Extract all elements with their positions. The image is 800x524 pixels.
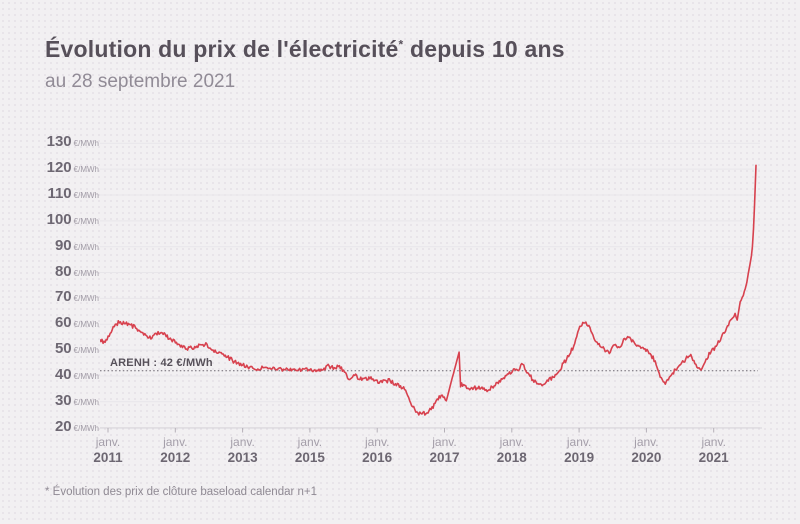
x-tick-month: janv.: [634, 435, 659, 449]
y-tick-unit: €/MWh: [73, 371, 99, 381]
page-title: Évolution du prix de l'électricité* depu…: [45, 36, 565, 63]
y-axis-label-90: 90 €/MWh: [27, 237, 99, 254]
y-axis-label-110: 110 €/MWh: [27, 185, 99, 202]
price-series-line: [100, 164, 757, 416]
x-tick-month: janv.: [95, 435, 121, 449]
price-line-chart: [100, 142, 762, 433]
y-tick-unit: €/MWh: [73, 242, 99, 252]
x-tick-month: janv.: [432, 435, 457, 449]
x-axis-label-2017: janv. 2017: [413, 435, 477, 465]
x-tick-year: 2016: [362, 449, 393, 465]
x-tick-year: 2012: [160, 449, 191, 465]
y-axis-label-130: 130 €/MWh: [27, 133, 99, 150]
y-axis-label-100: 100 €/MWh: [27, 211, 99, 228]
y-axis-label-80: 80 €/MWh: [27, 263, 99, 280]
x-tick-year: 2019: [564, 449, 595, 465]
x-tick-year: 2020: [631, 449, 662, 465]
y-tick-value: 90: [54, 236, 72, 254]
x-axis-label-2011: janv. 2011: [76, 435, 140, 465]
y-tick-value: 60: [54, 314, 72, 332]
x-tick-year: 2015: [294, 449, 325, 465]
x-axis-label-2012: janv. 2012: [143, 435, 207, 465]
x-axis-label-2021: janv. 2021: [682, 435, 746, 465]
y-tick-unit: €/MWh: [73, 216, 99, 226]
footnote: * Évolution des prix de clôture baseload…: [45, 486, 318, 498]
x-tick-year: 2013: [227, 449, 258, 465]
y-axis-label-30: 30 €/MWh: [27, 392, 99, 409]
y-axis-label-120: 120 €/MWh: [27, 159, 99, 176]
y-tick-unit: €/MWh: [73, 191, 99, 200]
y-tick-value: 40: [54, 365, 72, 383]
y-axis-label-20: 20 €/MWh: [27, 418, 99, 435]
title-suffix: depuis 10 ans: [403, 36, 565, 62]
x-axis-label-2020: janv. 2020: [614, 435, 678, 465]
x-tick-month: janv.: [230, 435, 255, 449]
x-tick-year: 2021: [698, 449, 729, 465]
x-tick-month: janv.: [701, 435, 726, 449]
arenh-annotation-label: ARENH : 42 €/MWh: [110, 357, 213, 369]
y-tick-unit: €/MWh: [73, 268, 99, 278]
y-tick-unit: €/MWh: [73, 294, 99, 304]
y-tick-unit: €/MWh: [73, 397, 99, 407]
x-tick-month: janv.: [566, 435, 592, 449]
x-axis-label-2019: janv. 2019: [547, 435, 611, 465]
y-axis-label-70: 70 €/MWh: [27, 288, 99, 305]
y-tick-unit: €/MWh: [73, 423, 99, 433]
title-asterisk: *: [398, 37, 404, 52]
y-tick-unit: €/MWh: [73, 346, 99, 356]
x-axis-label-2016: janv. 2016: [345, 435, 409, 465]
title-main: Évolution du prix de l'électricité: [45, 36, 399, 62]
x-axis-label-2013: janv. 2013: [211, 435, 275, 465]
x-tick-month: janv.: [364, 435, 390, 449]
x-axis-label-2015: janv. 2015: [278, 435, 342, 465]
x-tick-year: 2017: [429, 449, 460, 465]
header: Évolution du prix de l'électricité* depu…: [45, 36, 565, 93]
x-tick-year: 2011: [93, 449, 123, 465]
y-tick-value: 30: [54, 391, 72, 409]
y-tick-value: 80: [54, 262, 72, 280]
y-tick-value: 110: [47, 185, 72, 202]
x-tick-month: janv.: [499, 435, 525, 449]
y-tick-value: 50: [54, 340, 72, 358]
y-tick-unit: €/MWh: [73, 165, 99, 175]
page-subtitle: au 28 septembre 2021: [45, 71, 236, 92]
y-tick-value: 20: [54, 417, 72, 435]
y-axis-label-40: 40 €/MWh: [27, 366, 99, 383]
y-tick-unit: €/MWh: [73, 320, 99, 330]
y-tick-value: 100: [46, 210, 72, 228]
y-axis-label-60: 60 €/MWh: [27, 314, 99, 331]
y-axis-label-50: 50 €/MWh: [27, 340, 99, 357]
x-axis-label-2018: janv. 2018: [480, 435, 544, 465]
y-tick-unit: €/MWh: [73, 139, 99, 149]
x-tick-year: 2018: [496, 449, 527, 465]
y-tick-value: 120: [46, 159, 72, 177]
x-tick-month: janv.: [297, 435, 323, 449]
x-tick-month: janv.: [163, 435, 188, 449]
y-tick-value: 70: [54, 288, 72, 306]
y-tick-value: 130: [46, 133, 72, 151]
